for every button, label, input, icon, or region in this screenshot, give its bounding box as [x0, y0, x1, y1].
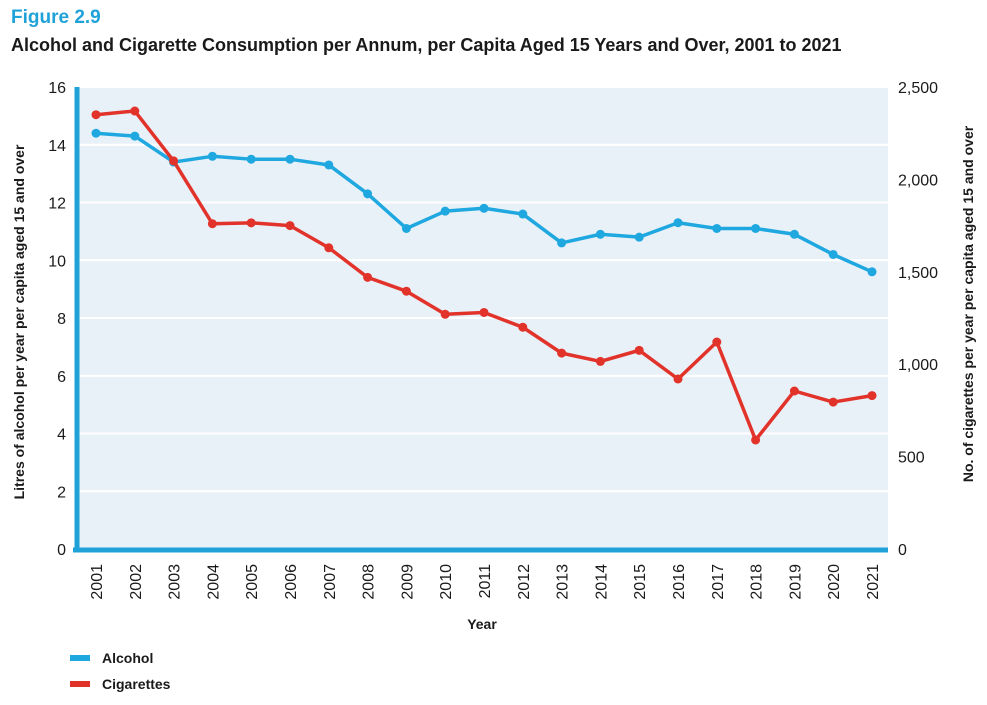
left-y-tick-label: 2: [57, 484, 66, 501]
left-y-tick-label: 16: [48, 80, 66, 97]
series-layer: [91, 106, 877, 445]
gridlines: [77, 86, 888, 493]
left-y-tick-label: 12: [48, 196, 66, 213]
x-tick-label: 2012: [516, 564, 533, 600]
x-tick-label: 2002: [128, 564, 145, 600]
cigarettes-data-point: [673, 374, 683, 384]
cigarettes-data-point: [828, 397, 838, 407]
x-tick-label: 2021: [865, 564, 882, 600]
cigarettes-data-point: [518, 322, 528, 332]
x-tick-labels: 2001 2002 2003 2004 2005 2006 2007 2008 2009 2010…: [89, 564, 882, 600]
alcohol-data-point: [285, 154, 295, 164]
x-tick-label: 2011: [477, 564, 494, 599]
legend-item-alcohol: Alcohol: [70, 645, 170, 671]
legend: Alcohol Cigarettes: [70, 645, 170, 697]
right-y-tick-label: 1,500: [898, 265, 938, 282]
alcohol-data-point: [91, 128, 101, 138]
x-tick-label: 2018: [749, 564, 766, 600]
alcohol-data-point: [867, 267, 877, 277]
left-y-tick-label: 10: [48, 253, 66, 270]
alcohol-data-point: [440, 206, 450, 216]
cigarettes-data-point: [246, 218, 256, 228]
cigarettes-data-point: [595, 356, 605, 366]
right-y-tick-label: 500: [898, 450, 925, 467]
x-tick-label: 2005: [244, 564, 261, 600]
alcohol-data-point: [363, 189, 373, 199]
left-y-tick-label: 4: [57, 427, 66, 444]
left-y-axis-title: Litres of alcohol per year per capita ag…: [11, 144, 27, 499]
alcohol-data-point: [130, 131, 140, 141]
figure-title: Alcohol and Cigarette Consumption per An…: [11, 35, 842, 55]
x-tick-label: 2014: [593, 564, 610, 600]
right-y-tick-label: 1,000: [898, 357, 938, 374]
left-y-tick-label: 14: [48, 138, 66, 155]
right-y-tick-label: 0: [898, 542, 907, 559]
alcohol-data-point: [712, 223, 722, 233]
cigarettes-data-point: [634, 345, 644, 355]
left-y-tick-labels: 0 2 4 6 8 10 12 14 16: [48, 80, 66, 559]
x-tick-label: 2001: [89, 564, 106, 600]
left-y-tick-label: 8: [57, 311, 66, 328]
alcohol-data-point: [401, 223, 411, 233]
right-y-tick-labels: 0 500 1,000 1,500 2,000 2,500: [898, 80, 938, 559]
alcohol-data-point: [789, 229, 799, 239]
x-tick-label: 2020: [826, 564, 843, 600]
alcohol-data-point: [557, 238, 567, 248]
cigarettes-data-point: [169, 156, 179, 166]
cigarettes-data-point: [712, 337, 722, 347]
cigarettes-data-point: [867, 391, 877, 401]
x-tick-label: 2015: [632, 564, 649, 600]
cigarettes-data-point: [479, 307, 489, 317]
alcohol-data-point: [479, 203, 489, 213]
alcohol-data-point: [207, 151, 217, 161]
cigarettes-data-point: [363, 272, 373, 282]
x-tick-label: 2009: [399, 564, 416, 600]
x-tick-label: 2003: [167, 564, 184, 600]
legend-item-cigarettes: Cigarettes: [70, 671, 170, 697]
cigarettes-data-point: [91, 110, 101, 120]
cigarettes-data-point: [751, 435, 761, 445]
x-tick-label: 2016: [671, 564, 688, 600]
alcohol-data-point: [246, 154, 256, 164]
legend-label-cigarettes: Cigarettes: [102, 676, 171, 692]
cigarettes-data-point: [401, 286, 411, 296]
cigarettes-data-point: [130, 106, 140, 116]
right-y-tick-label: 2,000: [898, 172, 938, 189]
left-y-tick-label: 0: [57, 542, 66, 559]
alcohol-data-point: [595, 229, 605, 239]
x-axis-title: Year: [467, 616, 497, 632]
legend-label-alcohol: Alcohol: [102, 650, 154, 666]
x-tick-label: 2008: [361, 564, 378, 600]
alcohol-data-point: [518, 209, 528, 219]
cigarettes-data-point: [207, 219, 217, 229]
cigarettes-data-point: [789, 386, 799, 396]
x-tick-label: 2017: [710, 564, 727, 600]
alcohol-data-point: [828, 249, 838, 259]
cigarettes-data-point: [324, 243, 334, 253]
legend-swatch-alcohol: [70, 655, 90, 661]
x-tick-label: 2019: [787, 564, 804, 600]
alcohol-data-point: [751, 223, 761, 233]
cigarettes-data-point: [557, 348, 567, 358]
alcohol-data-point: [324, 160, 334, 170]
left-y-tick-label: 6: [57, 369, 66, 386]
cigarettes-data-point: [285, 221, 295, 231]
alcohol-data-point: [673, 218, 683, 228]
legend-swatch-cigarettes: [70, 681, 90, 687]
right-y-tick-label: 2,500: [898, 80, 938, 97]
right-y-axis-title: No. of cigarettes per year per capita ag…: [960, 125, 976, 482]
alcohol-data-point: [634, 232, 644, 242]
x-tick-label: 2013: [555, 564, 572, 600]
x-tick-label: 2010: [438, 564, 455, 600]
x-tick-label: 2006: [283, 564, 300, 600]
x-tick-label: 2004: [205, 564, 222, 600]
figure-label: Figure 2.9: [11, 7, 101, 28]
x-tick-label: 2007: [322, 564, 339, 600]
cigarettes-data-point: [440, 309, 450, 319]
